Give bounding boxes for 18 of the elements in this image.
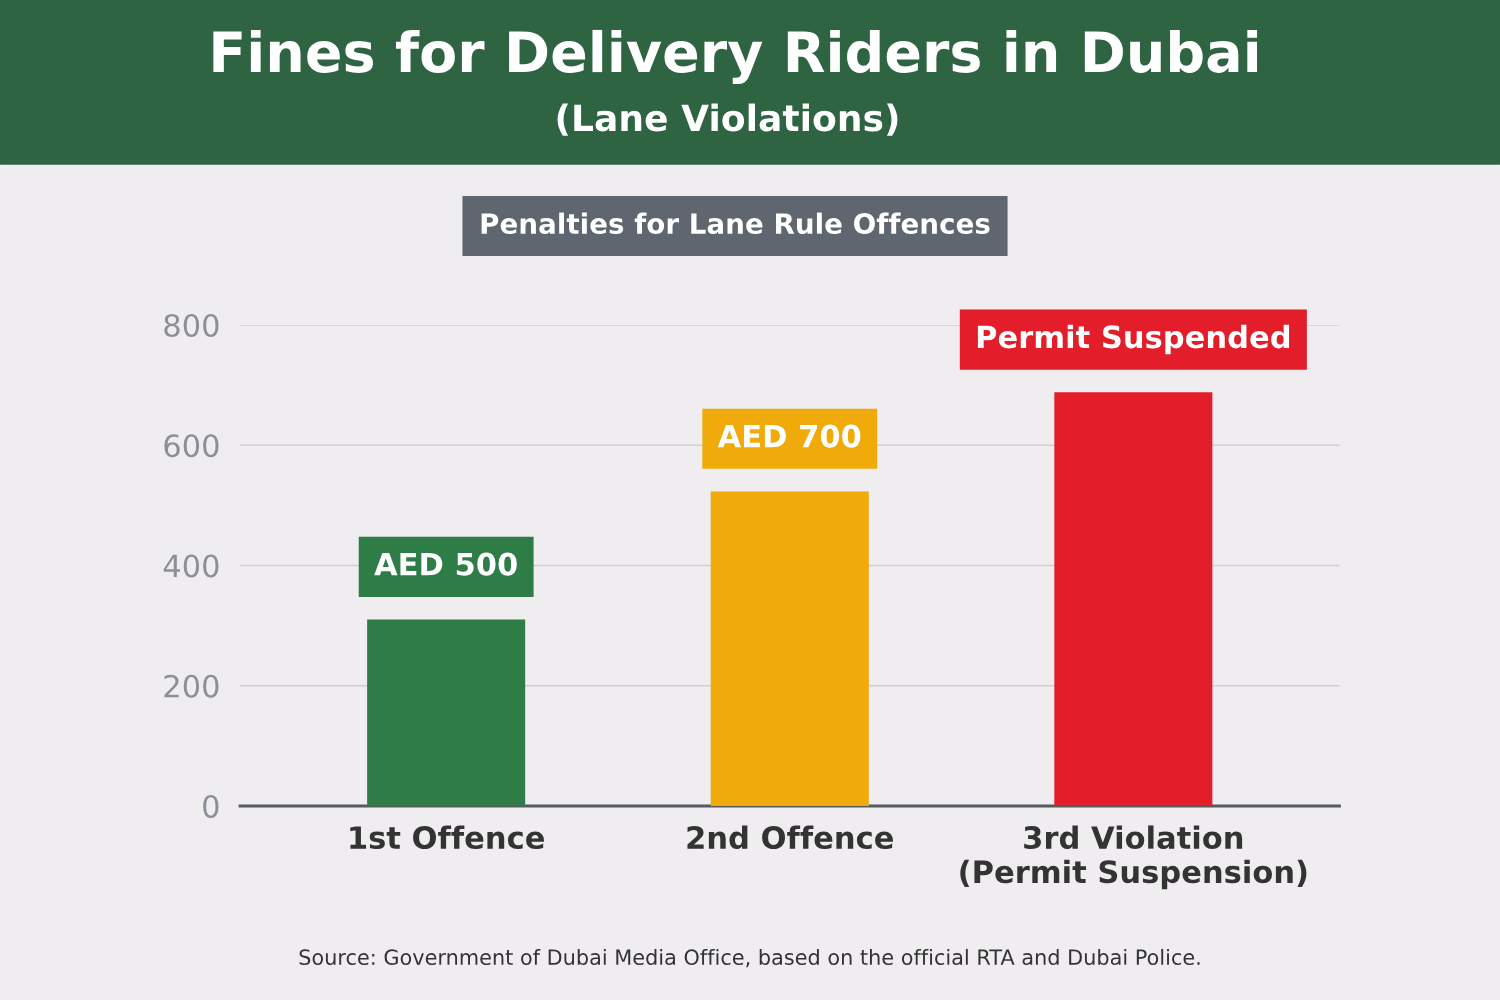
data-label: Permit Suspended [977, 324, 1290, 355]
bar [1054, 392, 1213, 806]
bar [367, 619, 526, 806]
source-note: Source: Government of Dubai Media Office, based on the official RTA and Dubai Police. [299, 948, 1200, 968]
text: Penalties for Lane Rule Offences [481, 212, 990, 235]
chart-subtitle: (Lane Violations) [557, 103, 898, 136]
bar [710, 491, 869, 806]
y-tick-label: 200 [164, 674, 219, 698]
y-tick-label: 400 [163, 554, 219, 578]
y-tick-label: 800 [164, 313, 219, 338]
y-tick-label: 0 [203, 794, 219, 819]
data-label: AED 700 [717, 424, 861, 448]
x-tick-label: 3rd Violation (Permit Suspension) [960, 825, 1307, 890]
chart-title: Fines for Delivery Riders in Dubai [213, 29, 1258, 85]
data-label: AED 500 [374, 552, 517, 576]
x-tick-label: 2nd Offence [687, 825, 893, 850]
y-tick-label: 600 [164, 434, 219, 458]
x-tick-label: 1st Offence [350, 825, 544, 850]
